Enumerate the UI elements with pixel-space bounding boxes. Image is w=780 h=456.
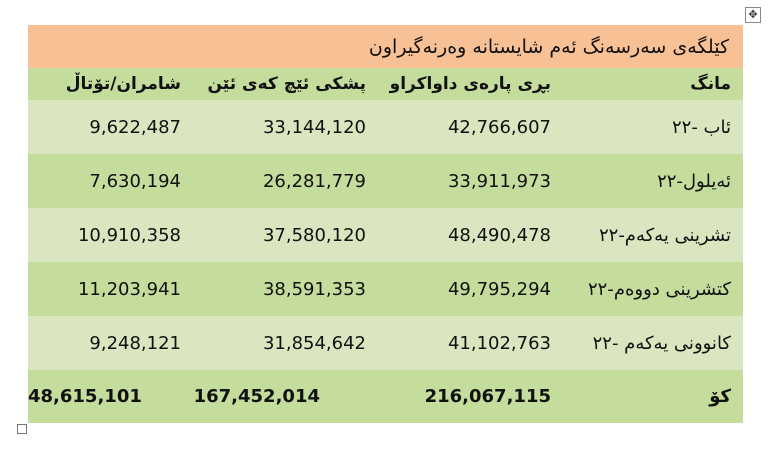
header-requested: بڕی پارەی داواکراو [389,74,551,94]
cell-hkn-share: 33,144,120 [262,116,366,138]
cell-hkn-share: 31,854,642 [262,332,366,354]
cell-shamran-total: 9,248,121 [89,332,181,354]
cell-requested: 49,795,294 [447,278,551,300]
total-label: کۆ [709,386,731,407]
table-row: ئەیلول-٢٢ 33,911,973 26,281,779 7,630,19… [28,154,743,208]
cell-requested: 42,766,607 [447,116,551,138]
cell-month: تشرینی یەکەم-٢٢ [598,224,731,246]
table-row: کتشرینی دووەم-٢٢ 49,795,294 38,591,353 1… [28,262,743,316]
cell-hkn-share: 38,591,353 [262,278,366,300]
cell-shamran-total: 7,630,194 [89,170,181,192]
cell-month: کانوونی یەکەم -٢٢ [592,332,731,354]
total-hkn-share: 167,452,014 [193,386,320,407]
cell-requested: 33,911,973 [447,170,551,192]
total-row: کۆ 216,067,115 167,452,014 48,615,101 [28,370,743,423]
table-row: تشرینی یەکەم-٢٢ 48,490,478 37,580,120 10… [28,208,743,262]
table-move-handle-icon[interactable]: ✥ [745,7,761,23]
cell-requested: 48,490,478 [447,224,551,246]
cell-requested: 41,102,763 [447,332,551,354]
table-title: کێلگەی سەرسەنگ ئەم شایستانە وەرنەگیراون [28,25,743,68]
table-row: ئاب -٢٢ 42,766,607 33,144,120 9,622,487 [28,100,743,154]
header-row: مانگ بڕی پارەی داواکراو پشکی ئێچ کەی ئێن… [28,68,743,100]
header-hkn-share: پشکی ئێچ کەی ئێن [207,74,367,94]
total-shamran-total: 48,615,101 [28,386,142,407]
header-month: مانگ [690,74,731,94]
cell-hkn-share: 26,281,779 [262,170,366,192]
cell-shamran-total: 9,622,487 [89,116,181,138]
cell-month: کتشرینی دووەم-٢٢ [588,278,731,300]
cell-shamran-total: 10,910,358 [77,224,181,246]
table-resize-handle-icon[interactable] [17,424,27,434]
cell-month: ئەیلول-٢٢ [657,170,731,192]
table-row: کانوونی یەکەم -٢٢ 41,102,763 31,854,642 … [28,316,743,370]
cell-month: ئاب -٢٢ [672,116,731,138]
header-shamran-total: شامران/تۆتاڵ [65,74,181,94]
total-requested: 216,067,115 [424,386,551,407]
cell-hkn-share: 37,580,120 [262,224,366,246]
data-table: کێلگەی سەرسەنگ ئەم شایستانە وەرنەگیراون … [28,25,743,423]
cell-shamran-total: 11,203,941 [77,278,181,300]
